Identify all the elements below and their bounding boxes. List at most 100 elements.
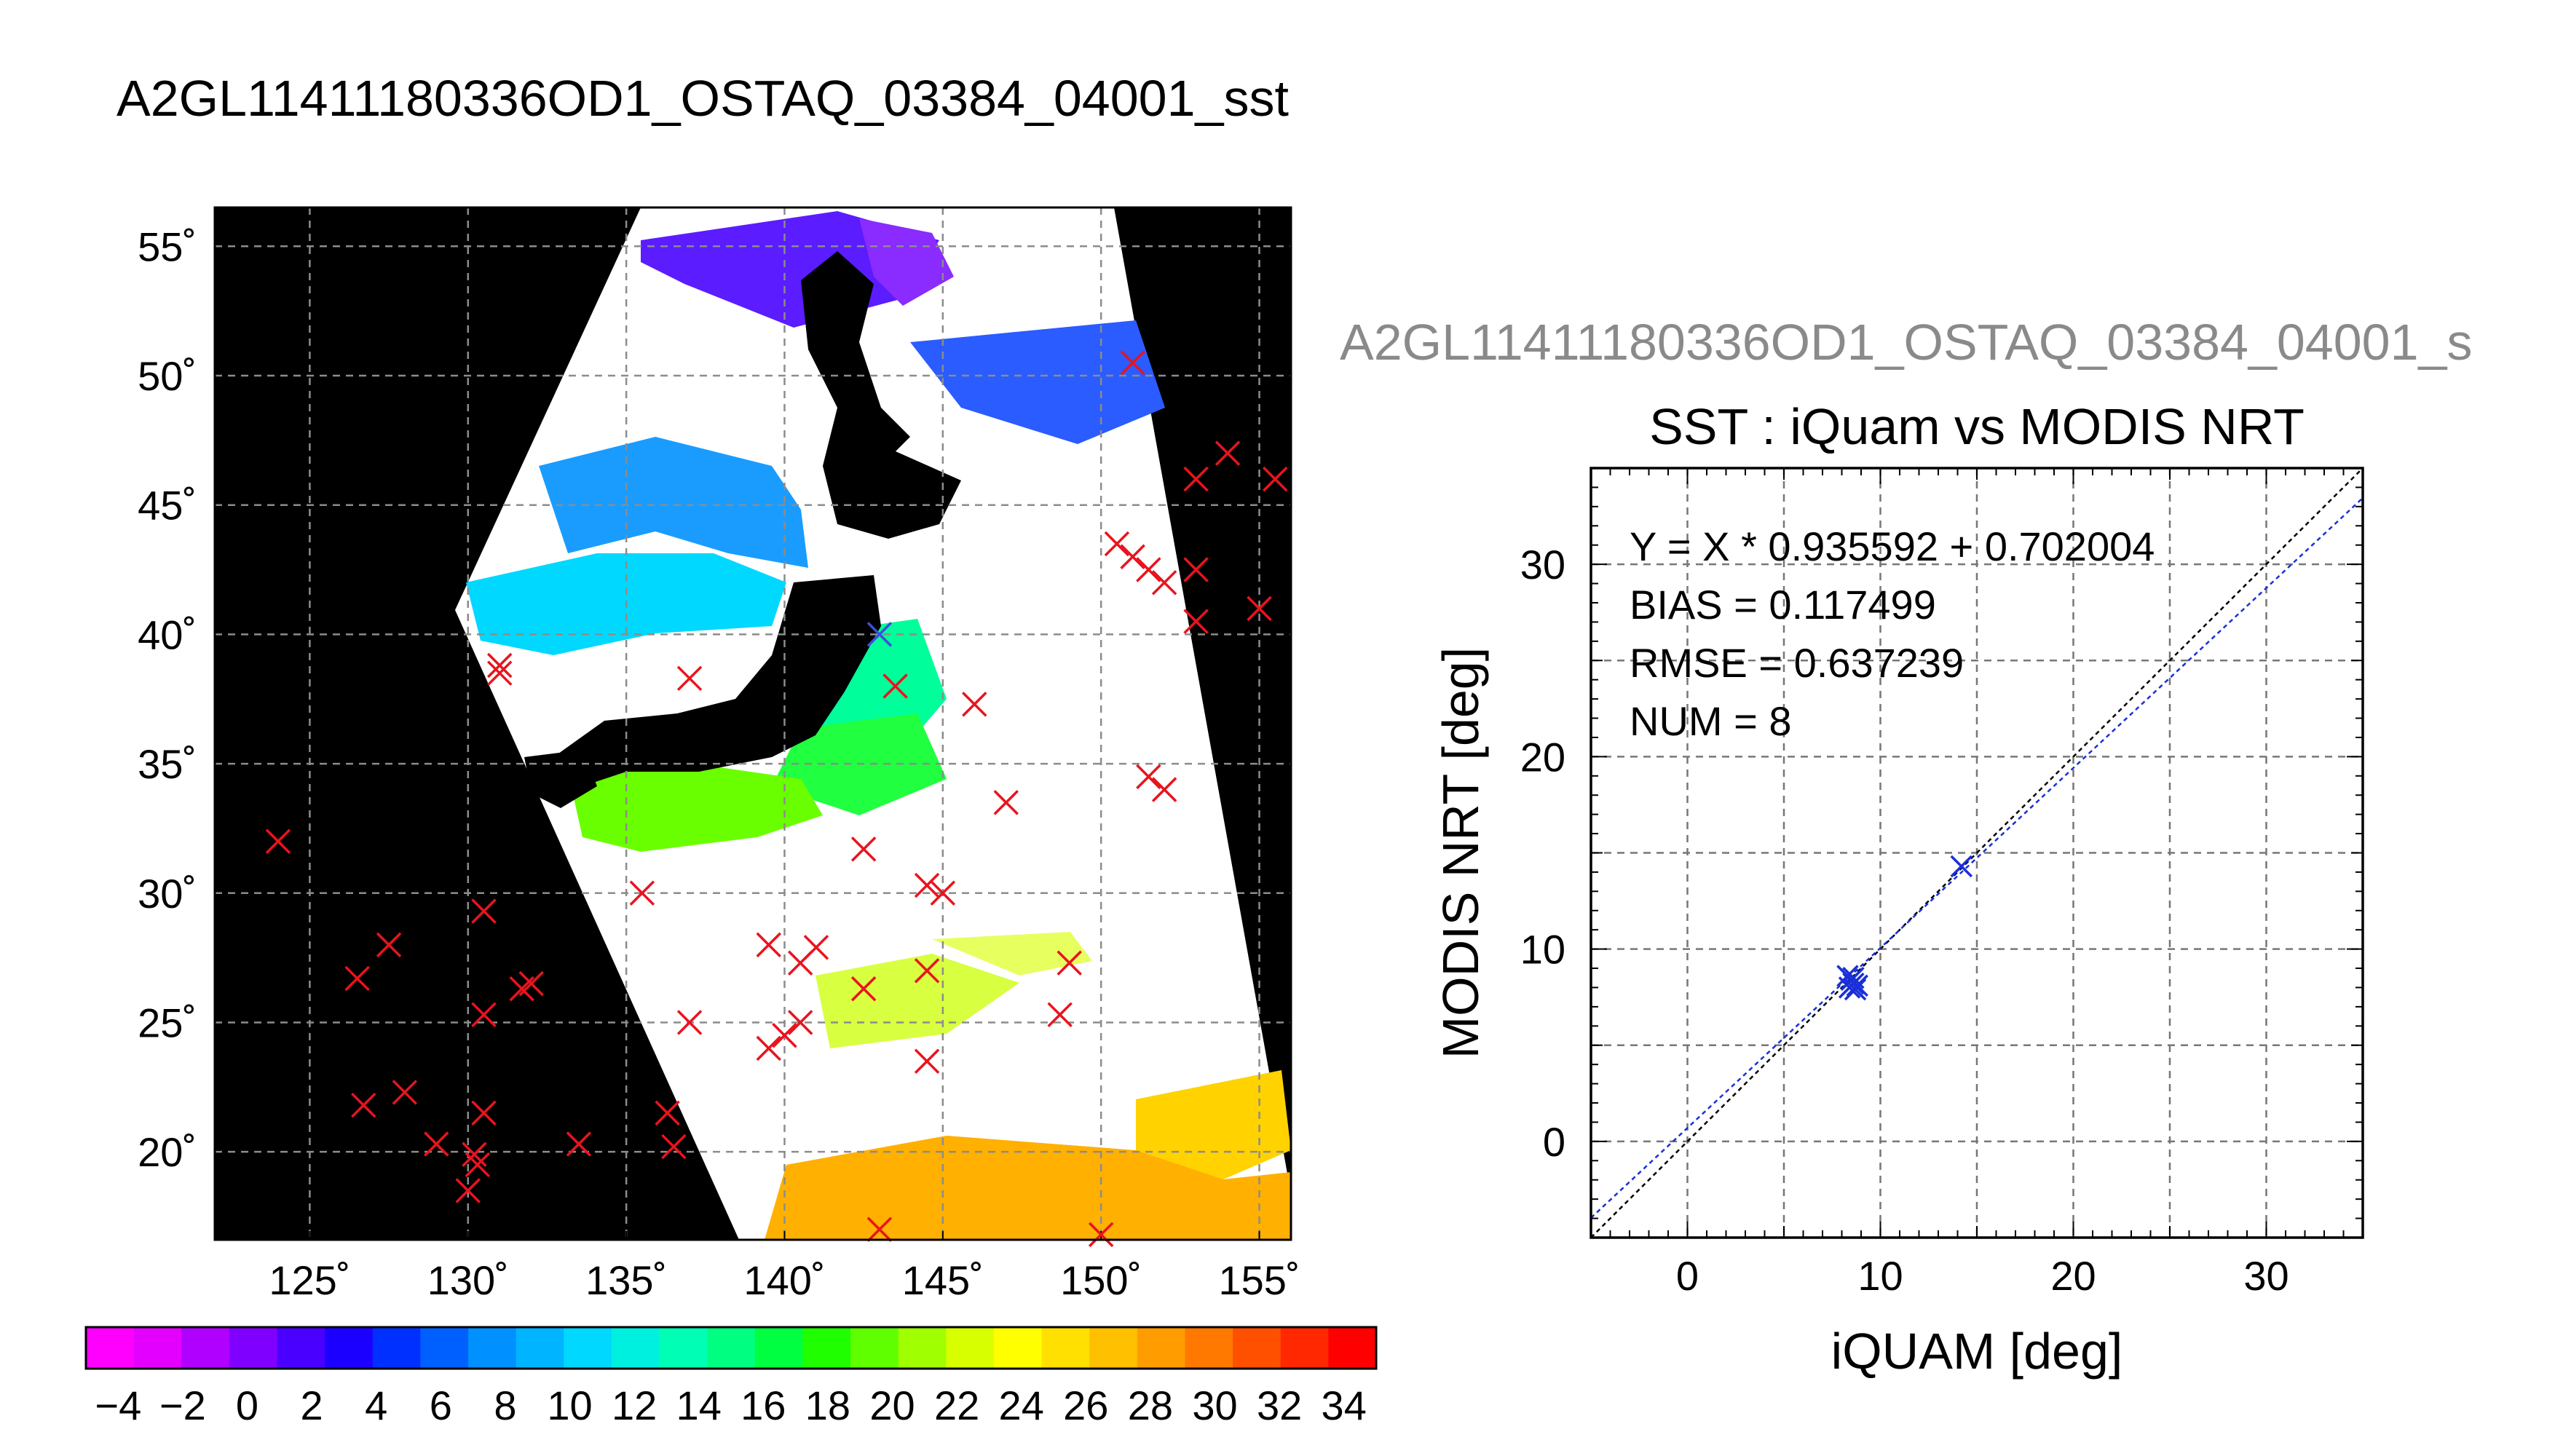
marker-stroke [993,790,1019,815]
marker-stroke [914,1048,940,1075]
marker-stroke [1047,1002,1073,1028]
iquam-marker [1151,777,1177,802]
point-stroke [1844,978,1867,1001]
scatter-frame [1590,467,2364,1239]
map-frame [213,206,1292,1241]
marker-stroke [462,1142,487,1167]
iquam-marker [1136,764,1161,790]
scatter-x-label: 10 [1857,1253,1903,1299]
colorbar-cell [325,1327,374,1369]
scatter-y-label: 0 [1543,1119,1565,1165]
colorbar-cell [1185,1327,1233,1369]
colorbar-label: 22 [934,1382,979,1428]
point-stroke [1842,967,1865,989]
map-lat-label: 40˚ [138,612,197,657]
colorbar-cell [1137,1327,1186,1369]
colorbar-cell [1280,1327,1330,1369]
iquam-marker [455,1178,481,1203]
marker-stroke [1247,596,1272,622]
sst-band-kuril [910,320,1165,444]
map-lon-label: 125˚ [269,1257,350,1303]
colorbar-label: 4 [365,1382,387,1428]
iquam-marker [866,1216,893,1243]
iquam-marker [756,1035,781,1061]
point-stroke [1950,855,1973,878]
marker-stroke [756,1035,781,1061]
iquam-marker [265,828,291,854]
marker-stroke [566,1131,592,1157]
iquam-marker [962,692,987,717]
iquam-marker [1120,544,1145,570]
marker-stroke [676,665,703,692]
iquam-marker [676,1010,703,1035]
marker-stroke [803,935,829,960]
marker-stroke [772,1023,797,1048]
iquam-marker [509,976,534,1002]
colorbar-label: 2 [301,1382,323,1428]
sst-band-patch-b [932,932,1092,976]
iquam-marker [486,660,513,686]
matched-marker [866,622,893,647]
stats-line: Y = X * 0.935592 + 0.702004 [1630,523,2155,569]
colorbar-label: 18 [805,1382,850,1428]
iquam-marker [424,1131,449,1157]
colorbar-cell [1089,1327,1138,1369]
colorbar-label: 6 [430,1382,452,1428]
iquam-marker [1104,531,1130,557]
marker-stroke [866,622,893,647]
colorbar-cell [133,1327,183,1369]
iquam-marker [756,932,781,958]
map-lat-label: 45˚ [138,483,197,529]
iquam-marker [1151,570,1177,596]
colorbar-cell [564,1327,612,1369]
marker-stroke [1151,570,1177,596]
iquam-marker [803,935,829,960]
scatter-title: SST : iQuam vs MODIS NRT [1649,398,2305,455]
scatter-point [1842,967,1865,989]
sst-band-south [765,1136,1291,1240]
scatter-point [1846,974,1868,997]
colorbar-label: −2 [159,1382,206,1428]
sst-band-shikoku [568,764,823,852]
iquam-marker [344,965,370,992]
map-lon-label: 150˚ [1060,1257,1142,1303]
iquam-marker [850,976,877,1002]
iquam-marker [661,1133,687,1160]
marker-stroke [265,828,291,854]
iquam-marker [471,1100,497,1126]
marker-stroke [471,1002,497,1028]
colorbar-label: 20 [869,1382,915,1428]
stats-line: RMSE = 0.637239 [1630,640,1964,686]
map-lon-label: 130˚ [427,1257,509,1303]
iquam-marker [772,1023,797,1048]
iquam-marker [914,1048,940,1075]
colorbar-cell [86,1327,135,1369]
colorbar-label: 14 [676,1382,722,1428]
marker-stroke [351,1092,376,1118]
marker-stroke [465,1152,491,1178]
iquam-marker [471,898,497,924]
marker-stroke [914,958,940,984]
map-lat-label: 25˚ [138,1000,197,1045]
marker-stroke [962,692,987,717]
iquam-marker [1183,466,1209,492]
iquam-marker [850,836,877,862]
page-title: A2GL11411180336OD1_OSTAQ_03384_04001_sst [117,70,1289,127]
point-stroke [1846,974,1868,997]
marker-stroke [1183,609,1209,634]
colorbar-cell [659,1327,708,1369]
sst-map: 125˚ 130˚ 135˚ 140˚ 145˚ 150˚ 155˚ 55˚ 50˚ 45˚ 40˚… [84,206,1378,1428]
marker-stroke [424,1131,449,1157]
scatter-y-label: 30 [1520,542,1565,587]
land-hokkaido [823,451,961,539]
land-shikoku [641,721,735,757]
iquam-marker [655,1100,680,1126]
marker-stroke [471,898,497,924]
marker-stroke [661,1133,687,1160]
map-lon-label: 135˚ [585,1257,667,1303]
iquam-marker [465,1152,491,1178]
iquam-marker [1057,950,1082,976]
colorbar-label: 8 [494,1382,516,1428]
iquam-marker [1247,596,1272,622]
iquam-marker [914,958,940,984]
